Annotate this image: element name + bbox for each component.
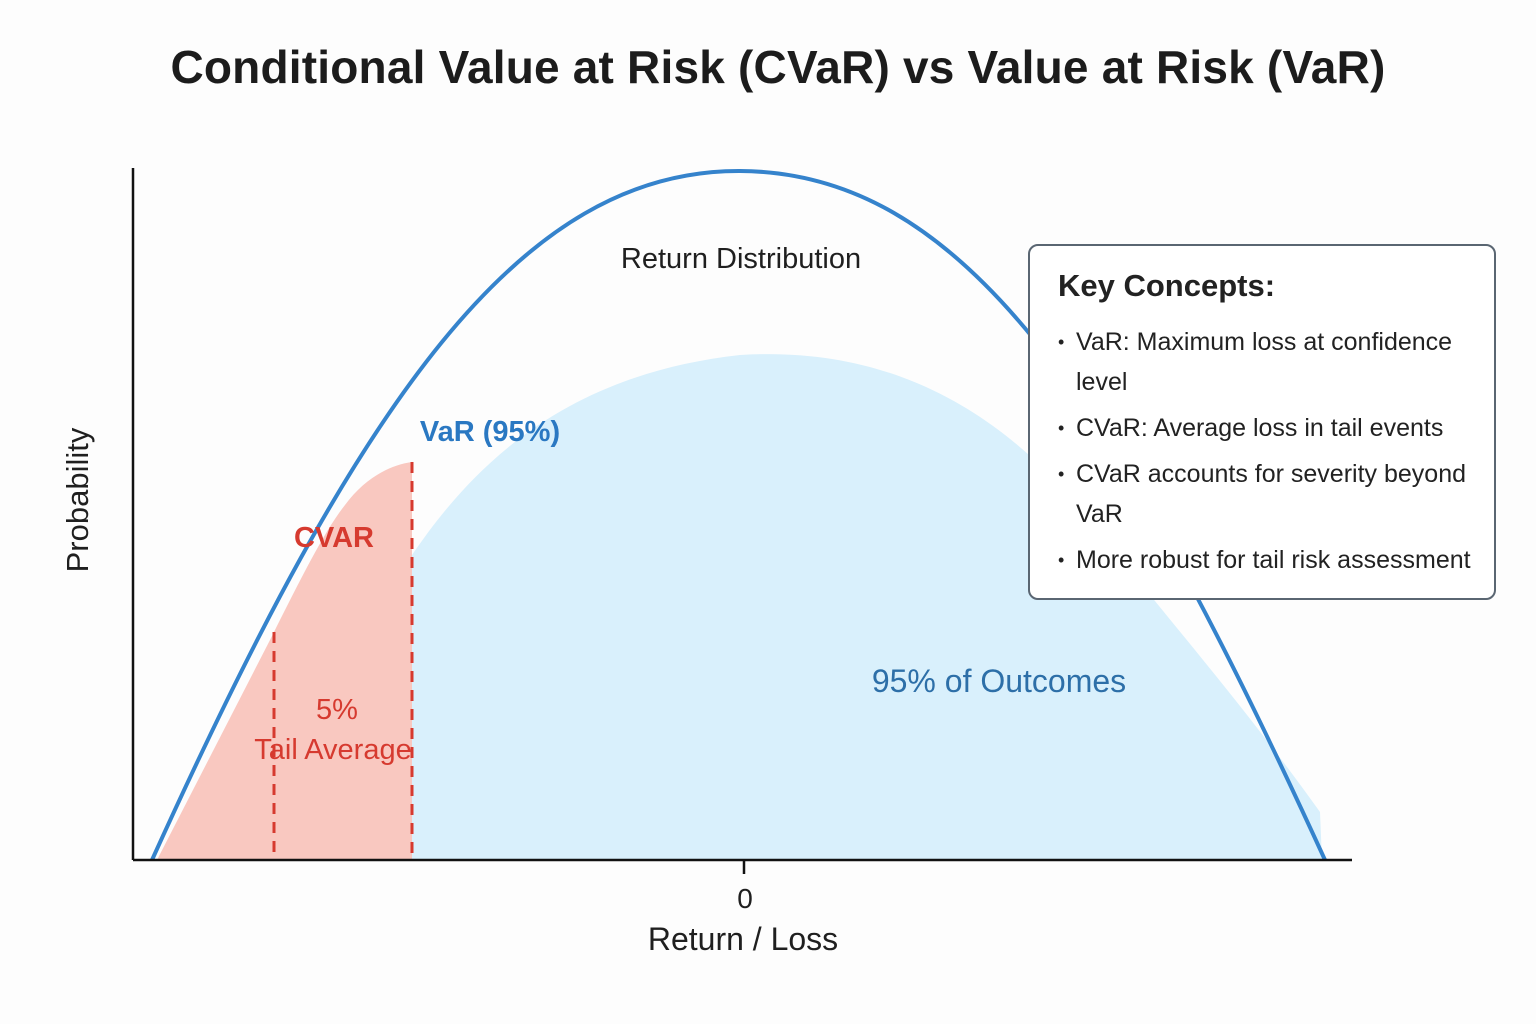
key-concept-item: • CVaR: Average loss in tail events bbox=[1058, 408, 1480, 448]
key-concepts-heading: Key Concepts: bbox=[1058, 268, 1276, 303]
key-concept-text: VaR: Maximum loss at confidence level bbox=[1076, 328, 1453, 396]
y-axis-label: Probability bbox=[60, 427, 95, 572]
tail-percent-label: 5% bbox=[316, 694, 358, 726]
var-label: VaR (95%) bbox=[420, 416, 560, 448]
tail-area bbox=[157, 462, 412, 860]
bullet-icon: • bbox=[1058, 464, 1065, 484]
cvar-label: CVAR bbox=[294, 522, 374, 554]
bullet-icon: • bbox=[1058, 418, 1065, 438]
bullet-icon: • bbox=[1058, 550, 1065, 570]
outcomes-area bbox=[412, 354, 1322, 860]
key-concepts-list: • VaR: Maximum loss at confidence level … bbox=[1058, 322, 1480, 580]
x-tick-label: 0 bbox=[737, 883, 753, 914]
key-concept-text: CVaR: Average loss in tail events bbox=[1076, 414, 1444, 442]
key-concept-item: • VaR: Maximum loss at confidence level bbox=[1058, 322, 1480, 402]
x-axis-label: Return / Loss bbox=[648, 921, 838, 957]
bullet-icon: • bbox=[1058, 332, 1065, 352]
chart-title: Conditional Value at Risk (CVaR) vs Valu… bbox=[170, 41, 1386, 93]
key-concept-text: CVaR accounts for severity beyond VaR bbox=[1076, 460, 1467, 528]
key-concept-item: • More robust for tail risk assessment bbox=[1058, 540, 1480, 580]
key-concept-item: • CVaR accounts for severity beyond VaR bbox=[1058, 454, 1480, 534]
distribution-label: Return Distribution bbox=[621, 243, 861, 275]
outcomes-label: 95% of Outcomes bbox=[872, 663, 1126, 699]
tail-average-label: Tail Average bbox=[254, 734, 411, 766]
key-concepts-box: Key Concepts: • VaR: Maximum loss at con… bbox=[1028, 244, 1496, 600]
key-concept-text: More robust for tail risk assessment bbox=[1076, 546, 1471, 574]
